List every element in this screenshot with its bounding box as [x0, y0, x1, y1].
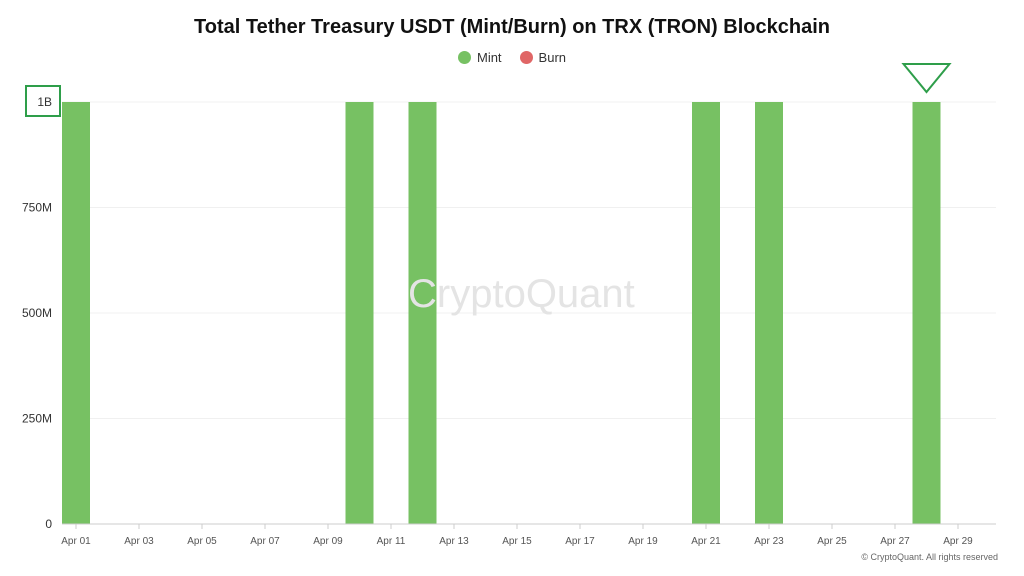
y-tick-label: 750M	[22, 201, 52, 215]
legend-label-burn: Burn	[538, 50, 567, 65]
y-tick-label: 1B	[37, 95, 52, 109]
bar-mint[interactable]	[755, 102, 783, 524]
annotations	[25, 63, 952, 117]
x-tick-label: Apr 17	[565, 536, 595, 547]
bars	[62, 102, 941, 524]
x-tick-label: Apr 29	[943, 536, 973, 547]
x-tick-label: Apr 01	[61, 536, 91, 547]
bar-mint[interactable]	[62, 102, 90, 524]
watermark: CryptoQuant	[408, 272, 635, 316]
legend: Mint Burn	[0, 50, 1024, 65]
copyright-notice: © CryptoQuant. All rights reserved	[861, 552, 998, 562]
bar-mint[interactable]	[692, 102, 720, 524]
x-tick-label: Apr 15	[502, 536, 532, 547]
x-tick-label: Apr 21	[691, 536, 721, 547]
x-tick-label: Apr 27	[880, 536, 910, 547]
chart-title: Total Tether Treasury USDT (Mint/Burn) o…	[194, 16, 830, 38]
x-tick-label: Apr 09	[313, 536, 343, 547]
legend-swatch-mint	[457, 51, 471, 64]
axes: 0 250M 500M 750M 1B Apr 01 Apr 03 Apr 05 Apr 07 A…	[22, 95, 996, 547]
x-tick-label: Apr 19	[628, 536, 658, 547]
legend-label-mint: Mint	[476, 50, 502, 65]
y-tick-label: 0	[45, 517, 52, 531]
y-tick-label: 500M	[22, 306, 52, 320]
x-tick-label: Apr 03	[124, 536, 154, 547]
x-tick-label: Apr 25	[817, 536, 847, 547]
x-tick-label: Apr 07	[250, 536, 280, 547]
legend-item-burn[interactable]: Burn	[519, 50, 567, 65]
legend-swatch-burn	[519, 51, 533, 64]
bar-mint[interactable]	[408, 102, 437, 524]
bar-mint[interactable]	[912, 102, 941, 524]
x-tick-label: Apr 13	[439, 536, 469, 547]
x-tick-label: Apr 23	[754, 536, 784, 547]
y-tick-label: 250M	[22, 412, 52, 426]
legend-item-mint[interactable]: Mint	[457, 50, 502, 65]
bar-mint[interactable]	[345, 102, 374, 524]
triangle-marker	[901, 63, 952, 94]
x-tick-label: Apr 11	[377, 536, 406, 547]
grid-lines	[62, 101, 996, 419]
highlight-box	[25, 85, 61, 117]
x-tick-label: Apr 05	[187, 536, 217, 547]
